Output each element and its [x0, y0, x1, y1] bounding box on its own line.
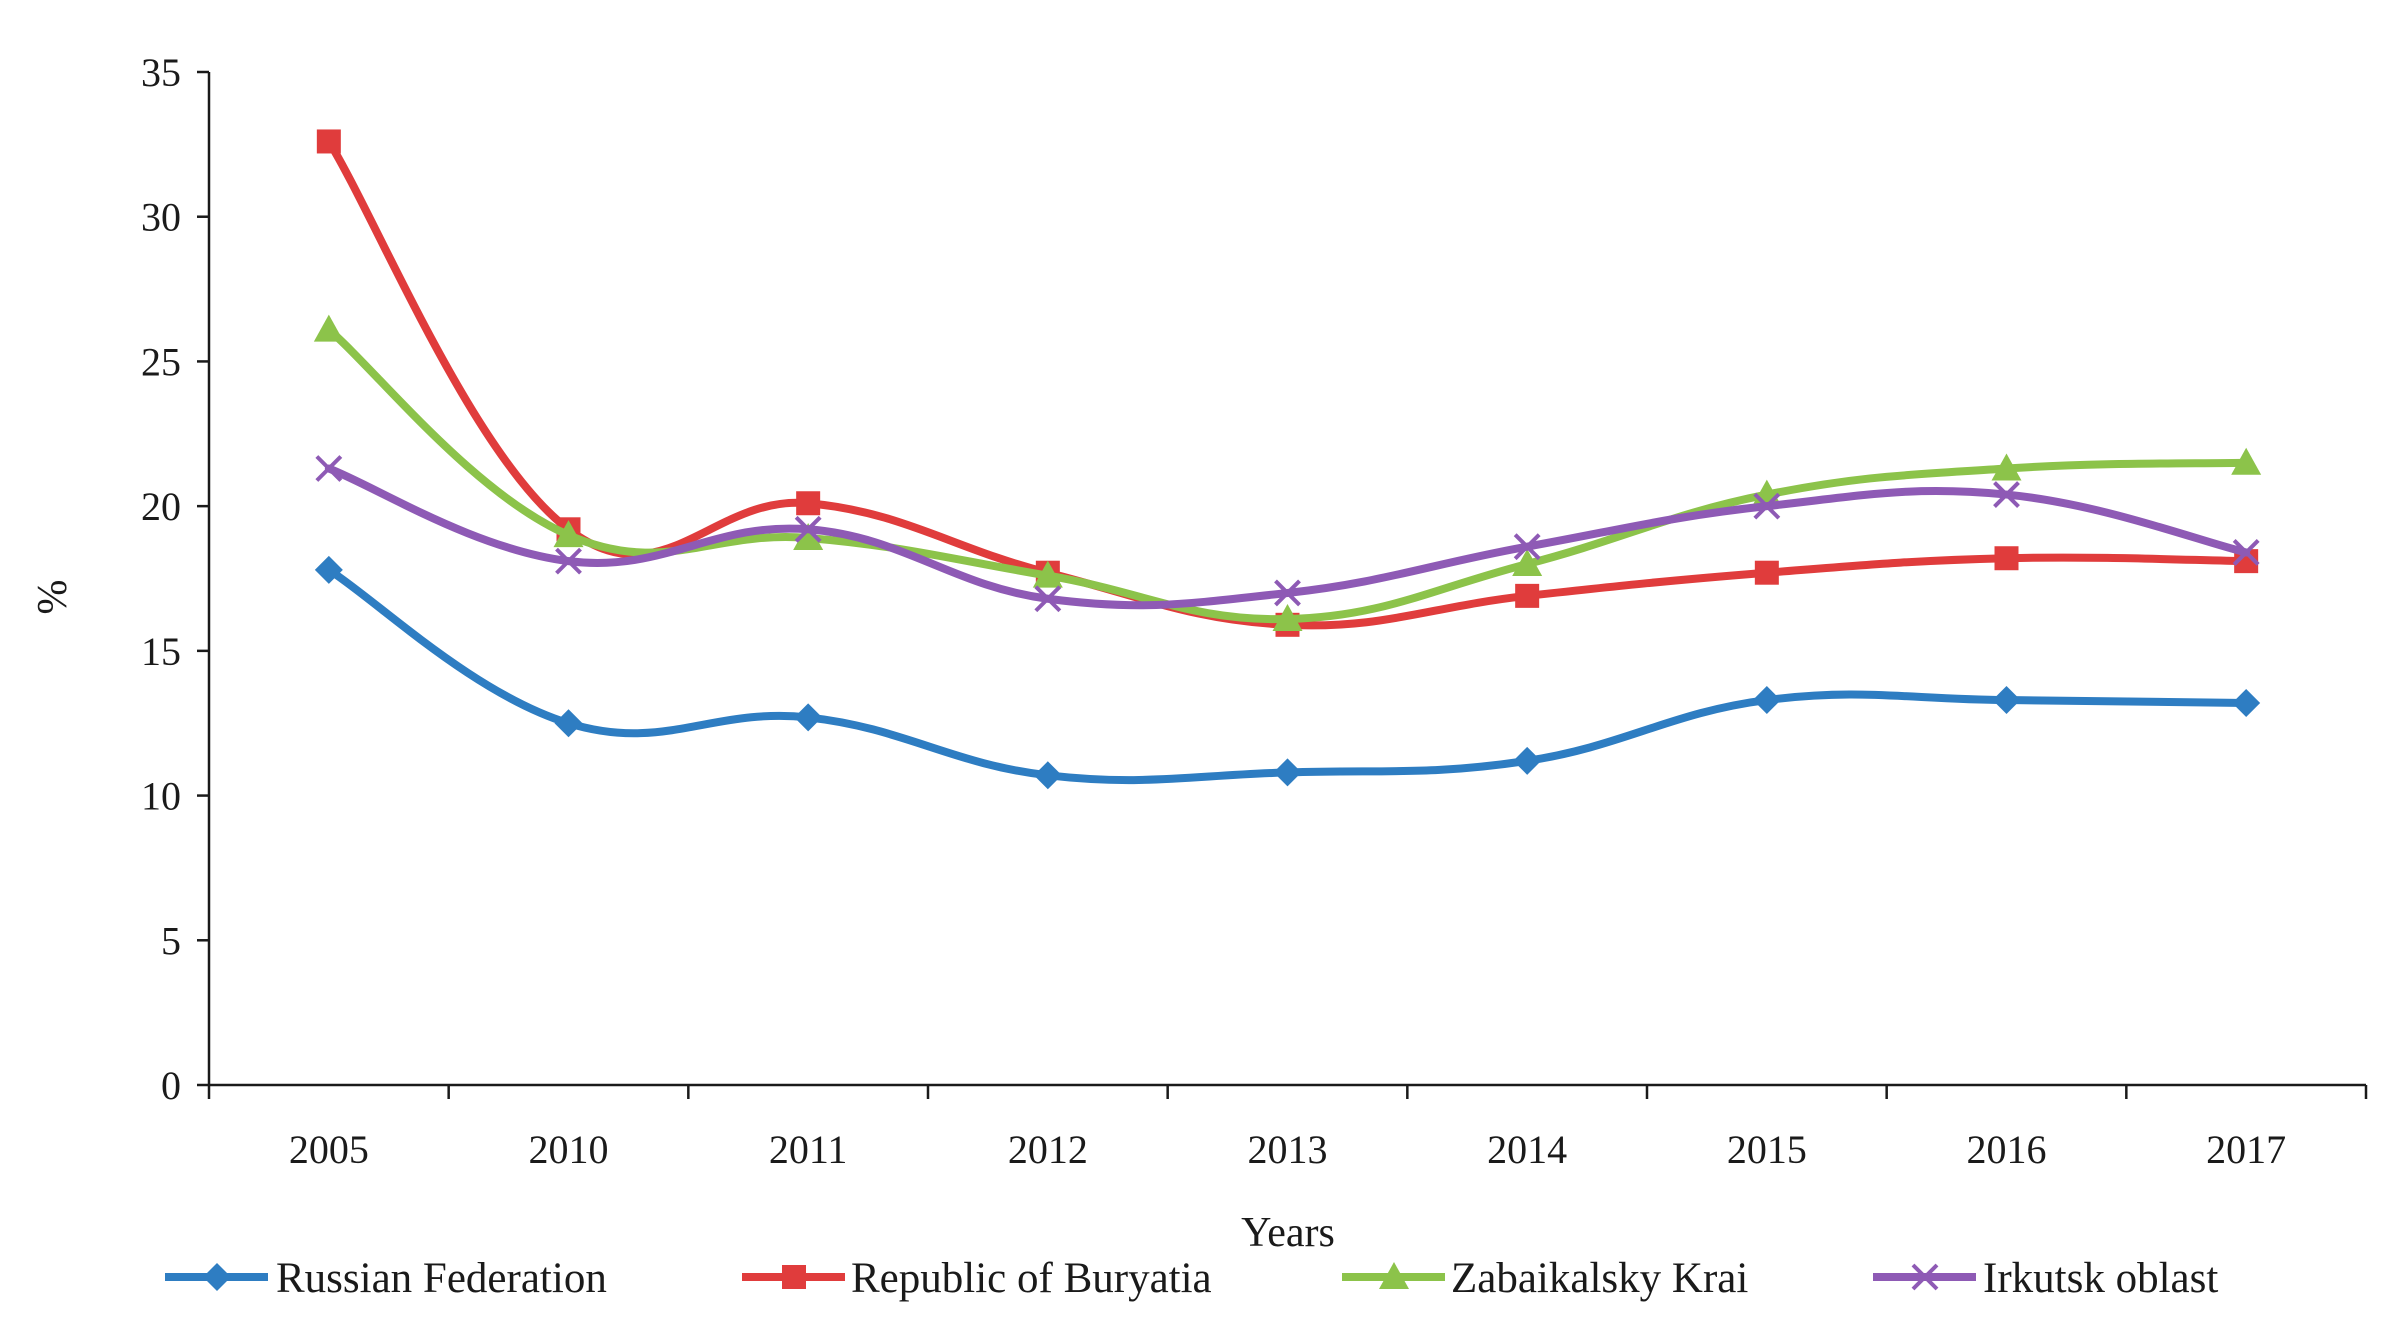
data-point-irkutsk-oblast-2017	[2232, 539, 2260, 566]
data-point-irkutsk-oblast-2012	[1034, 585, 1062, 613]
series-zabaikalsky-krai	[313, 314, 2262, 632]
legend-label: Irkutsk oblast	[1983, 1255, 2218, 1302]
x-marker-stroke	[1993, 481, 2020, 508]
data-point-republic-of-buryatia-2015	[1754, 560, 1779, 585]
data-point-russian-federation-2010	[554, 709, 583, 738]
series-irkutsk-oblast	[315, 455, 2260, 613]
series-layer	[313, 129, 2262, 790]
x-marker-stroke	[794, 515, 822, 543]
data-point-irkutsk-oblast-2011	[794, 515, 822, 543]
x-tick-label: 2015	[1727, 1127, 1807, 1172]
legend-swatch-marker	[782, 1265, 806, 1289]
x-marker-stroke	[1274, 579, 1301, 607]
x-marker-stroke	[1034, 585, 1062, 613]
x-tick-label: 2013	[1248, 1127, 1328, 1172]
y-tick-label: 25	[141, 339, 181, 384]
data-point-russian-federation-2014	[1513, 746, 1542, 775]
data-point-republic-of-buryatia-2014	[1515, 583, 1540, 608]
legend-item-russian-federation: Russian Federation	[165, 1255, 607, 1302]
data-point-zabaikalsky-krai-2016	[1991, 453, 2022, 481]
data-point-irkutsk-oblast-2015	[1753, 492, 1781, 520]
data-point-irkutsk-oblast-2013	[1274, 579, 1301, 607]
x-marker-stroke	[2232, 539, 2260, 566]
x-axis-title: Years	[1241, 1210, 1335, 1256]
data-point-russian-federation-2015	[1752, 686, 1781, 715]
data-point-zabaikalsky-krai-2017	[2231, 447, 2262, 475]
x-tick-label: 2011	[769, 1127, 848, 1172]
legend-swatch-marker	[1379, 1262, 1409, 1289]
x-tick-label: 2017	[2206, 1127, 2286, 1172]
legend-label: Republic of Buryatia	[851, 1255, 1212, 1302]
y-tick-label: 0	[161, 1063, 181, 1108]
series-russian-federation	[314, 555, 2261, 790]
axes: 0 5 10 15 20 25 30 35 2005 2010 2011 2012 2013 2014 20…	[141, 50, 2368, 1172]
legend-item-zabaikalsky-krai: Zabaikalsky Krai	[1342, 1255, 1748, 1302]
data-point-zabaikalsky-krai-2014	[1512, 549, 1543, 577]
x-tick-label: 2005	[289, 1127, 369, 1172]
data-point-russian-federation-2016	[1992, 686, 2021, 715]
data-point-republic-of-buryatia-2011	[796, 491, 821, 516]
data-point-republic-of-buryatia-2005	[316, 129, 341, 154]
data-point-irkutsk-oblast-2014	[1513, 533, 1541, 561]
legend-item-irkutsk-oblast: Irkutsk oblast	[1873, 1255, 2218, 1302]
x-marker-stroke	[1911, 1263, 1939, 1291]
data-point-republic-of-buryatia-2016	[1994, 546, 2019, 571]
y-tick-label: 5	[161, 918, 181, 963]
y-tick-label: 10	[141, 774, 181, 819]
x-marker-stroke	[315, 455, 343, 482]
data-point-zabaikalsky-krai-2013	[1272, 604, 1303, 632]
y-tick-label: 35	[141, 50, 181, 95]
x-tick-label: 2016	[1967, 1127, 2047, 1172]
x-tick-label: 2012	[1008, 1127, 1088, 1172]
y-tick-label: 15	[141, 629, 181, 674]
data-point-russian-federation-2011	[794, 703, 823, 732]
data-point-zabaikalsky-krai-2005	[313, 314, 344, 342]
legend-swatch-marker	[1911, 1263, 1939, 1291]
data-point-zabaikalsky-krai-2011	[793, 522, 824, 550]
data-point-irkutsk-oblast-2010	[555, 547, 582, 575]
legend-swatch-marker	[203, 1263, 231, 1291]
data-point-zabaikalsky-krai-2010	[553, 520, 584, 548]
legend: Russian Federation Republic of Buryatia Za…	[165, 1255, 2218, 1302]
y-tick-label: 20	[141, 484, 181, 529]
series-line-russian-federation	[324, 565, 2251, 785]
series-line-zabaikalsky-krai	[324, 325, 2251, 624]
series-line-irkutsk-oblast	[324, 464, 2251, 610]
legend-label: Zabaikalsky Krai	[1451, 1255, 1748, 1302]
x-marker-stroke	[1513, 533, 1541, 561]
x-marker-stroke	[555, 547, 582, 575]
x-marker-stroke	[1753, 492, 1781, 520]
data-point-russian-federation-2005	[314, 555, 343, 584]
x-tick-label: 2014	[1487, 1127, 1567, 1172]
data-point-zabaikalsky-krai-2012	[1032, 560, 1063, 588]
data-point-russian-federation-2012	[1033, 761, 1062, 790]
data-point-irkutsk-oblast-2016	[1993, 481, 2020, 508]
data-point-russian-federation-2013	[1273, 758, 1302, 787]
x-tick-label: 2010	[529, 1127, 609, 1172]
data-point-irkutsk-oblast-2005	[315, 455, 343, 482]
legend-item-republic-of-buryatia: Republic of Buryatia	[742, 1255, 1212, 1302]
data-point-russian-federation-2017	[2232, 688, 2261, 717]
y-tick-label: 30	[141, 195, 181, 240]
y-axis-title: %	[30, 580, 76, 615]
legend-label: Russian Federation	[276, 1255, 607, 1302]
